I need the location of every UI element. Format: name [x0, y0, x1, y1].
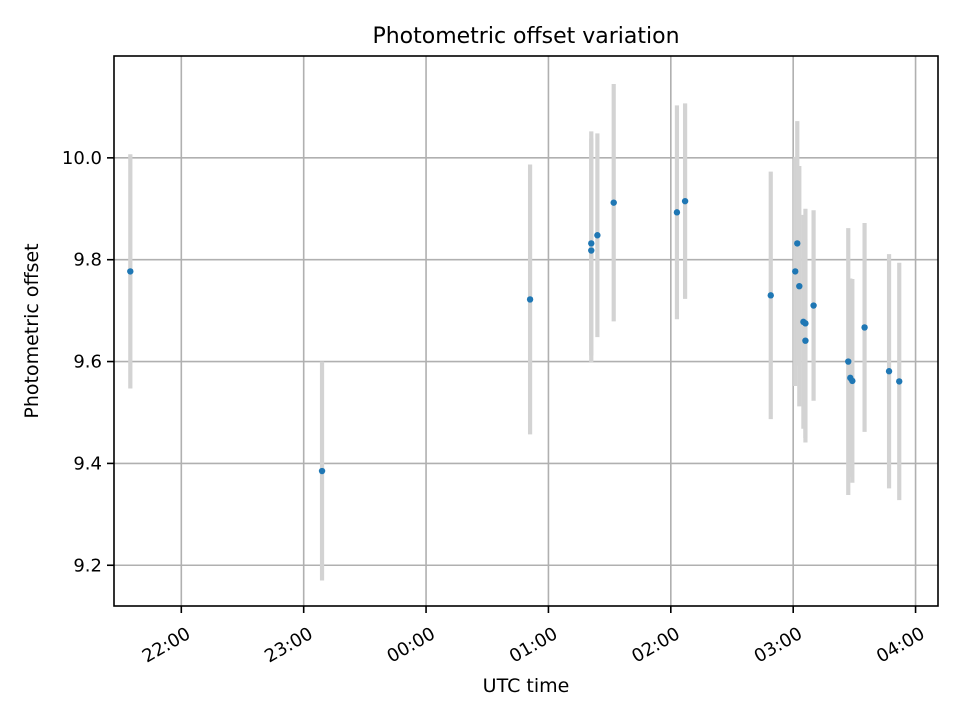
data-point [885, 368, 893, 375]
data-point [861, 324, 868, 331]
y-tick-label: 9.4 [73, 453, 102, 474]
chart-title: Photometric offset variation [372, 24, 679, 49]
data-point [588, 240, 595, 247]
y-tick-label: 9.6 [73, 352, 102, 373]
axes-frame [113, 55, 939, 607]
y-tick-label: 9.2 [73, 555, 102, 576]
y-tick-label: 9.8 [73, 250, 102, 271]
x-axis-title: UTC time [483, 675, 570, 697]
data-point [810, 302, 817, 309]
y-tick-label: 10.0 [62, 148, 102, 169]
data-point [849, 377, 856, 385]
data-point [526, 296, 534, 303]
x-gridlines [180, 56, 917, 606]
y-axis-title: Photometric offset [21, 243, 43, 418]
data-point [588, 247, 595, 254]
data-points [127, 197, 903, 475]
data-point [594, 232, 601, 239]
data-point [802, 320, 809, 327]
data-point [845, 358, 852, 365]
data-point [610, 199, 617, 206]
y-axis-ticks: 9.2 9.4 9.6 9.8 10.0 [62, 148, 114, 576]
data-point [767, 292, 774, 299]
data-point [794, 240, 801, 247]
data-point [896, 378, 903, 385]
data-point [681, 197, 689, 205]
data-point [802, 337, 809, 344]
data-point [127, 268, 134, 275]
data-point [318, 467, 326, 475]
data-point [792, 268, 799, 275]
data-point [673, 209, 681, 216]
y-gridlines [114, 157, 938, 567]
data-point [796, 282, 803, 290]
